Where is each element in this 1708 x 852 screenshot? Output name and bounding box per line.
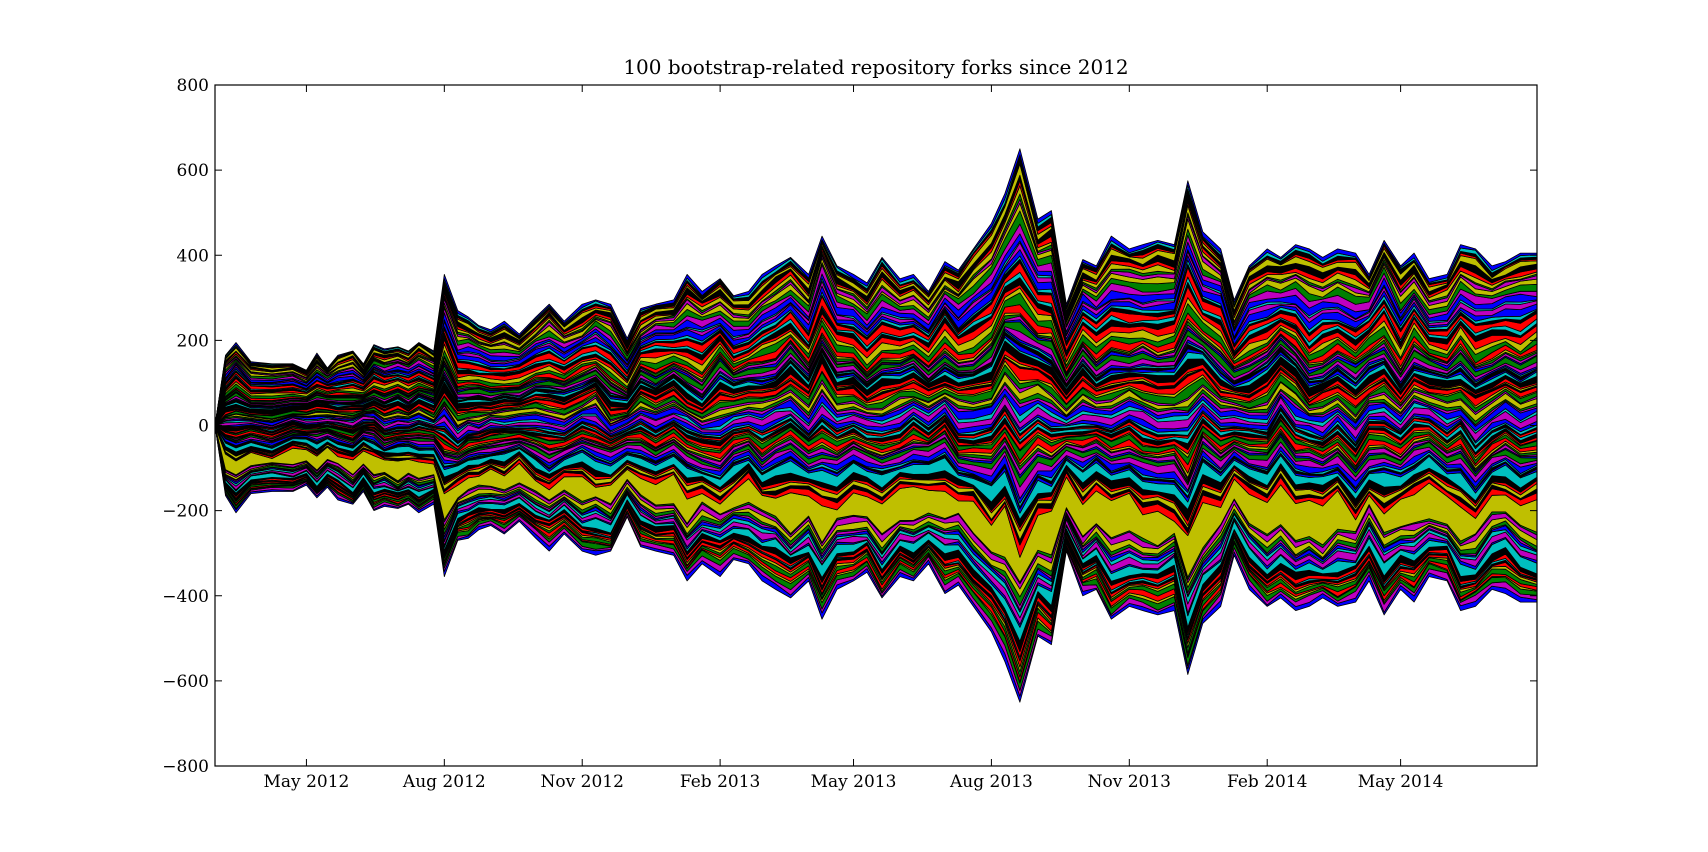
y-tick-label: 800 — [177, 76, 209, 96]
x-tick-label: Feb 2013 — [680, 772, 760, 792]
y-tick-label: 600 — [177, 161, 209, 181]
y-tick-label: 200 — [177, 331, 209, 351]
y-tick-label: −200 — [162, 502, 209, 522]
x-tick-label: Feb 2014 — [1227, 772, 1307, 792]
y-tick-label: 0 — [198, 417, 209, 437]
y-axis: −800 −600 −400 −200 0 200 400 600 800 — [162, 76, 1537, 777]
x-tick-label: Aug 2013 — [949, 772, 1033, 792]
y-tick-label: 400 — [177, 246, 209, 266]
x-tick-label: May 2012 — [264, 772, 350, 792]
x-tick-label: May 2013 — [811, 772, 897, 792]
y-tick-label: −800 — [162, 757, 209, 777]
x-tick-label: Aug 2012 — [402, 772, 486, 792]
x-tick-label: Nov 2012 — [541, 772, 624, 792]
stream-layers — [215, 148, 1537, 703]
chart-title: 100 bootstrap-related repository forks s… — [623, 55, 1128, 79]
stream-layer — [215, 148, 1537, 426]
x-tick-label: May 2014 — [1358, 772, 1444, 792]
y-tick-label: −400 — [162, 587, 209, 607]
y-tick-label: −600 — [162, 672, 209, 692]
x-tick-label: Nov 2013 — [1088, 772, 1171, 792]
x-axis: May 2012 Aug 2012 Nov 2012 Feb 2013 May 2013… — [264, 85, 1444, 792]
